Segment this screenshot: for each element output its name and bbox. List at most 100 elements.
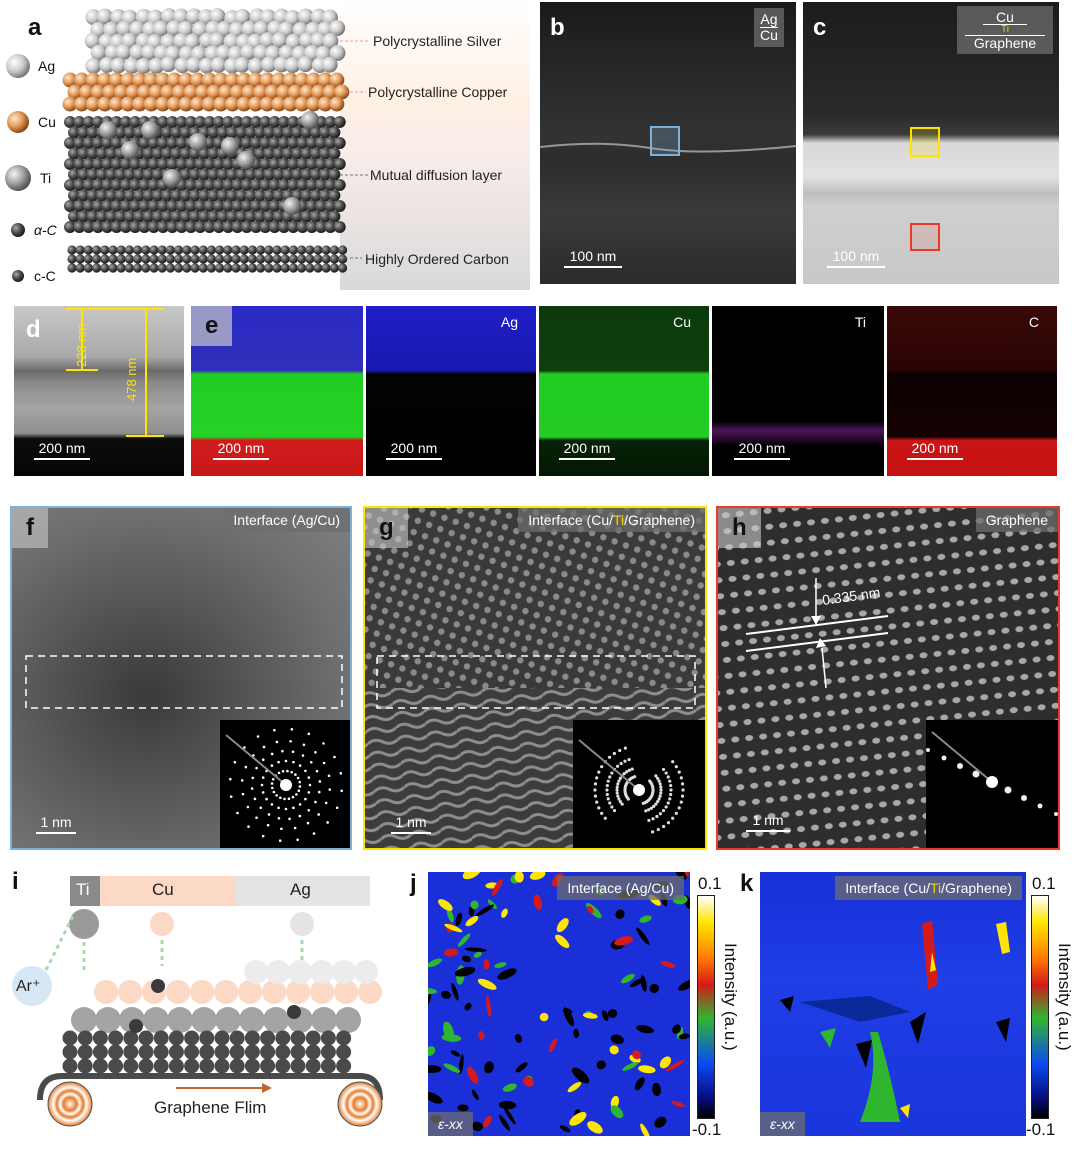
ordered-carbon-atom: [297, 254, 307, 264]
strain-feature: [457, 933, 471, 947]
ordered-carbon-atom: [174, 254, 184, 264]
carbon-atom: [300, 126, 313, 139]
carbon-atom: [184, 1044, 200, 1060]
carbon-atom: [235, 168, 248, 181]
carbon-atom: [77, 189, 90, 202]
diffraction-spot: [615, 764, 620, 768]
ag-atom: [329, 44, 346, 61]
carbon-atom: [240, 221, 253, 233]
diffraction-spot: [328, 788, 332, 791]
ag-atom: [297, 8, 314, 25]
carbon-atom: [259, 116, 272, 128]
ordered-carbon-atom: [256, 245, 266, 255]
cu-atom: [120, 72, 136, 88]
carbon-atom: [175, 200, 188, 212]
panel-k-tag-ti: Ti: [930, 880, 942, 896]
strain-feature: [659, 1056, 672, 1069]
diffraction-spot: [275, 794, 278, 797]
diffraction-spot: [233, 760, 237, 764]
carbon-atom: [222, 179, 235, 191]
diffraction-spot: [641, 801, 645, 805]
strain-feature: [454, 966, 476, 977]
carbon-atom: [198, 189, 211, 202]
strain-feature: [780, 996, 794, 1012]
carbon-atom: [175, 116, 188, 128]
ti-atom: [263, 1007, 289, 1033]
panel-j-cb-title: Intensity (a.u.): [721, 943, 740, 1051]
cu-atom: [195, 84, 211, 100]
carbon-atom: [64, 221, 76, 233]
diffraction-spot: [253, 797, 257, 801]
carbon-atom: [240, 200, 253, 212]
diffraction-spot: [270, 782, 274, 785]
ordered-carbon-atom: [67, 263, 77, 273]
cu-atom: [241, 84, 257, 100]
ordered-carbon-atom: [100, 263, 110, 273]
carbon-atom: [315, 158, 328, 170]
strain-feature: [471, 1089, 479, 1101]
diffraction-spot: [1021, 795, 1027, 801]
strain-feature: [609, 1045, 619, 1055]
ordered-carbon-atom: [157, 254, 167, 264]
carbon-atom: [110, 158, 123, 170]
diffraction-spot: [296, 838, 299, 842]
ordered-carbon-atom: [321, 245, 331, 255]
carbon-atom: [170, 210, 183, 223]
carbon-atom: [82, 179, 95, 191]
ag-atom: [288, 960, 312, 984]
ag-atom: [234, 8, 251, 25]
ordered-carbon-atom: [264, 263, 274, 273]
strain-feature: [573, 1028, 579, 1039]
diffraction-spot: [668, 797, 672, 801]
carbon-atom: [263, 168, 276, 181]
strain-feature: [428, 993, 432, 1008]
diffraction-spot: [271, 786, 274, 790]
diffraction-spot: [627, 757, 631, 762]
diffraction-spot: [307, 732, 311, 736]
carbon-atom: [184, 221, 197, 233]
panel-g-tag-ti: Ti: [613, 512, 625, 528]
strain-feature: [464, 947, 487, 952]
ti-atom: [189, 133, 207, 151]
diffraction-spot: [666, 801, 670, 805]
strain-feature: [503, 1106, 516, 1125]
ordered-carbon-atom: [247, 245, 257, 255]
carbon-atom: [147, 200, 160, 212]
cu-atom: [125, 84, 141, 100]
carbon-atom: [291, 126, 304, 139]
diffraction-spot: [240, 779, 244, 782]
carbon-atom: [105, 210, 118, 223]
ordered-carbon-atom: [108, 263, 118, 273]
carbon-atom: [179, 147, 192, 160]
carbon-atom: [138, 221, 151, 233]
panel-c-label: c: [813, 14, 827, 41]
ordered-carbon-atom: [198, 245, 208, 255]
ag-atom: [135, 57, 152, 74]
carbon-atom: [290, 1030, 306, 1046]
panel-j-strain-label: ε-xx: [428, 1112, 473, 1136]
carbon-atom: [129, 158, 142, 170]
diffraction-spot: [603, 816, 607, 820]
ordered-carbon-atom: [83, 254, 93, 264]
carbon-atom: [333, 200, 346, 212]
panel-i-ion: Ar⁺: [16, 978, 41, 995]
carbon-atom: [309, 168, 322, 181]
diffraction-spot: [298, 803, 302, 806]
carbon-atom: [179, 189, 192, 202]
carbon-atom: [188, 189, 201, 202]
ordered-carbon-atom: [338, 263, 348, 273]
carbon-atom: [244, 1030, 260, 1046]
diffraction-spot: [658, 794, 662, 798]
ag-atom: [160, 8, 177, 25]
carbon-atom: [212, 200, 225, 212]
strain-feature: [458, 1054, 464, 1075]
carbon-atom: [231, 200, 244, 212]
carbon-atom: [244, 126, 257, 139]
cu-atom: [317, 72, 333, 88]
diffraction-spot: [270, 764, 274, 767]
diffraction-spot: [657, 797, 661, 801]
ag-atom: [129, 44, 146, 61]
panel-f-scalebar: 1 nm: [36, 814, 76, 834]
strain-feature: [501, 908, 508, 918]
panel-e-map-overlay: e 200 nm: [191, 306, 363, 476]
